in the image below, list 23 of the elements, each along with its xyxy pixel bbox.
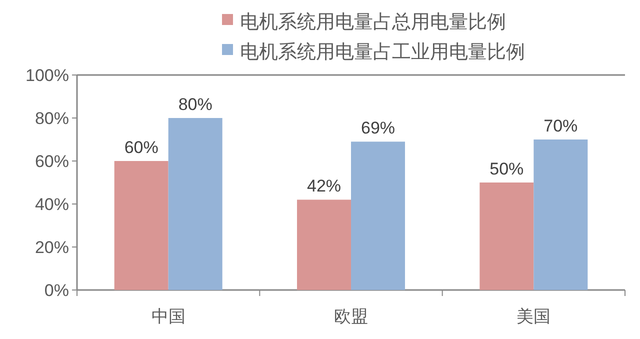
bar — [534, 140, 588, 290]
y-tick-label: 0% — [44, 281, 69, 300]
bar — [297, 200, 351, 290]
bar — [114, 161, 168, 290]
y-tick-label: 80% — [34, 109, 69, 128]
legend-label: 电机系统用电量占总用电量比例 — [240, 11, 506, 33]
data-label: 80% — [178, 95, 212, 114]
bar — [168, 118, 222, 290]
data-label: 69% — [360, 118, 396, 138]
legend-label: 电机系统用电量占工业用电量比例 — [240, 41, 525, 63]
x-tick-label: 中国 — [151, 307, 186, 327]
data-label: 42% — [306, 176, 342, 196]
bar — [480, 182, 534, 290]
y-tick-label: 60% — [34, 152, 69, 171]
x-tick-label: 欧盟 — [334, 307, 368, 327]
data-label: 60% — [124, 138, 158, 157]
data-label: 70% — [544, 116, 578, 136]
y-tick-label: 20% — [34, 238, 69, 257]
x-tick-label: 美国 — [516, 307, 551, 327]
y-tick-label: 100% — [26, 66, 69, 85]
data-label: 50% — [490, 160, 524, 178]
y-tick-label: 40% — [34, 195, 69, 214]
bar — [351, 142, 405, 290]
